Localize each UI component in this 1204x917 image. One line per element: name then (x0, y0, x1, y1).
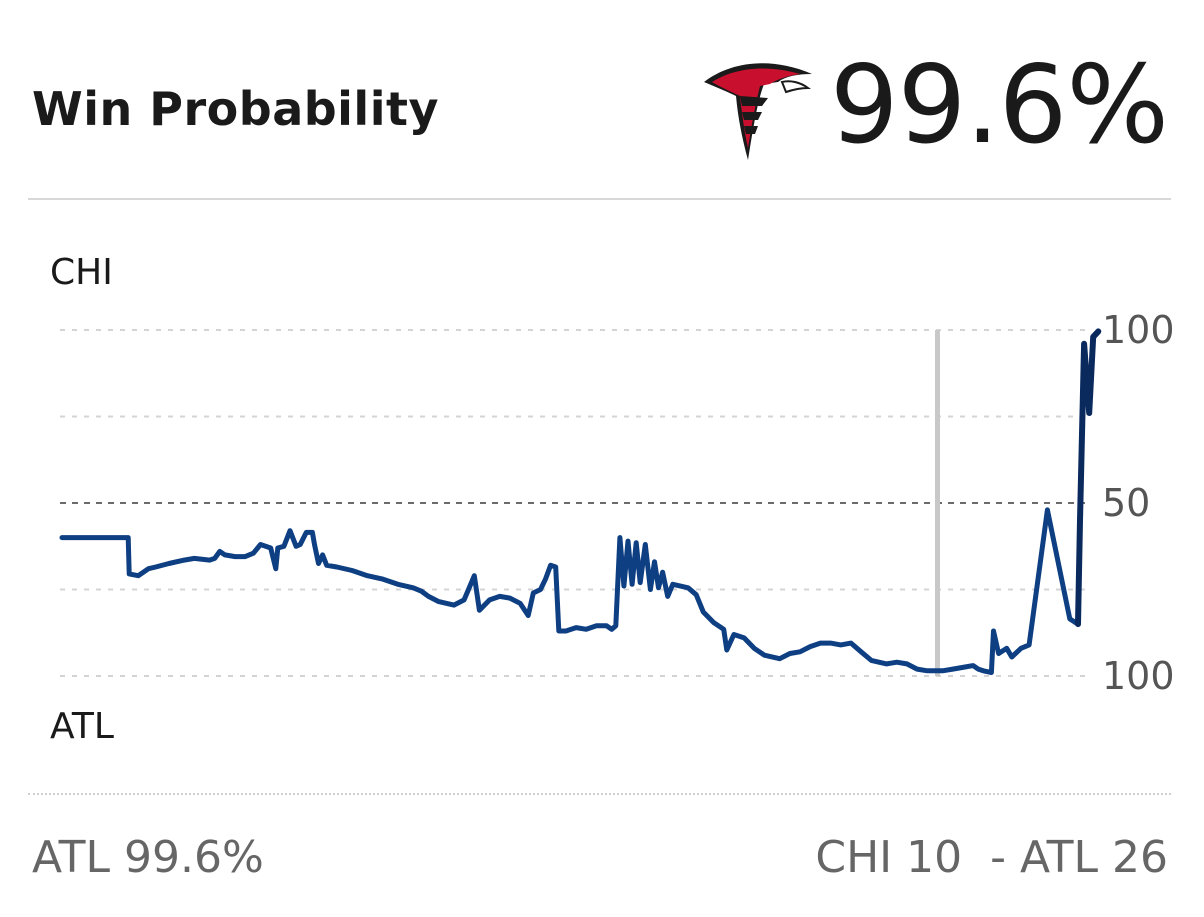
footer-divider (28, 793, 1171, 795)
bottom-team-label: ATL (50, 706, 114, 747)
page-title: Win Probability (32, 82, 439, 136)
y-tick-label: 100 (1102, 654, 1175, 698)
footer-score: CHI 10 - ATL 26 (815, 832, 1168, 883)
y-tick-label: 100 (1102, 308, 1175, 352)
y-tick-label: 50 (1102, 481, 1150, 525)
header-divider (28, 198, 1171, 200)
footer-win-probability: ATL 99.6% (32, 832, 264, 883)
win-probability-series-line (59, 328, 1101, 675)
top-team-label: CHI (50, 252, 113, 293)
win-probability-series-final-segment (1075, 328, 1102, 628)
current-win-probability: 99.6% (829, 43, 1169, 168)
atlanta-falcons-logo-icon (704, 63, 812, 161)
